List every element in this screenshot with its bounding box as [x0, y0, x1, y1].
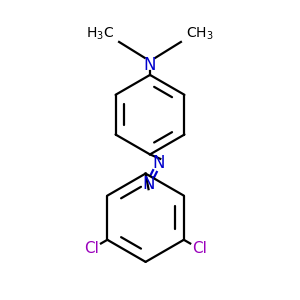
Text: Cl: Cl	[192, 241, 207, 256]
Text: H$_3$C: H$_3$C	[86, 26, 114, 42]
Text: N: N	[153, 154, 165, 172]
Text: N: N	[144, 56, 156, 74]
Text: CH$_3$: CH$_3$	[186, 26, 214, 42]
Text: N: N	[142, 175, 155, 193]
Text: Cl: Cl	[85, 241, 100, 256]
